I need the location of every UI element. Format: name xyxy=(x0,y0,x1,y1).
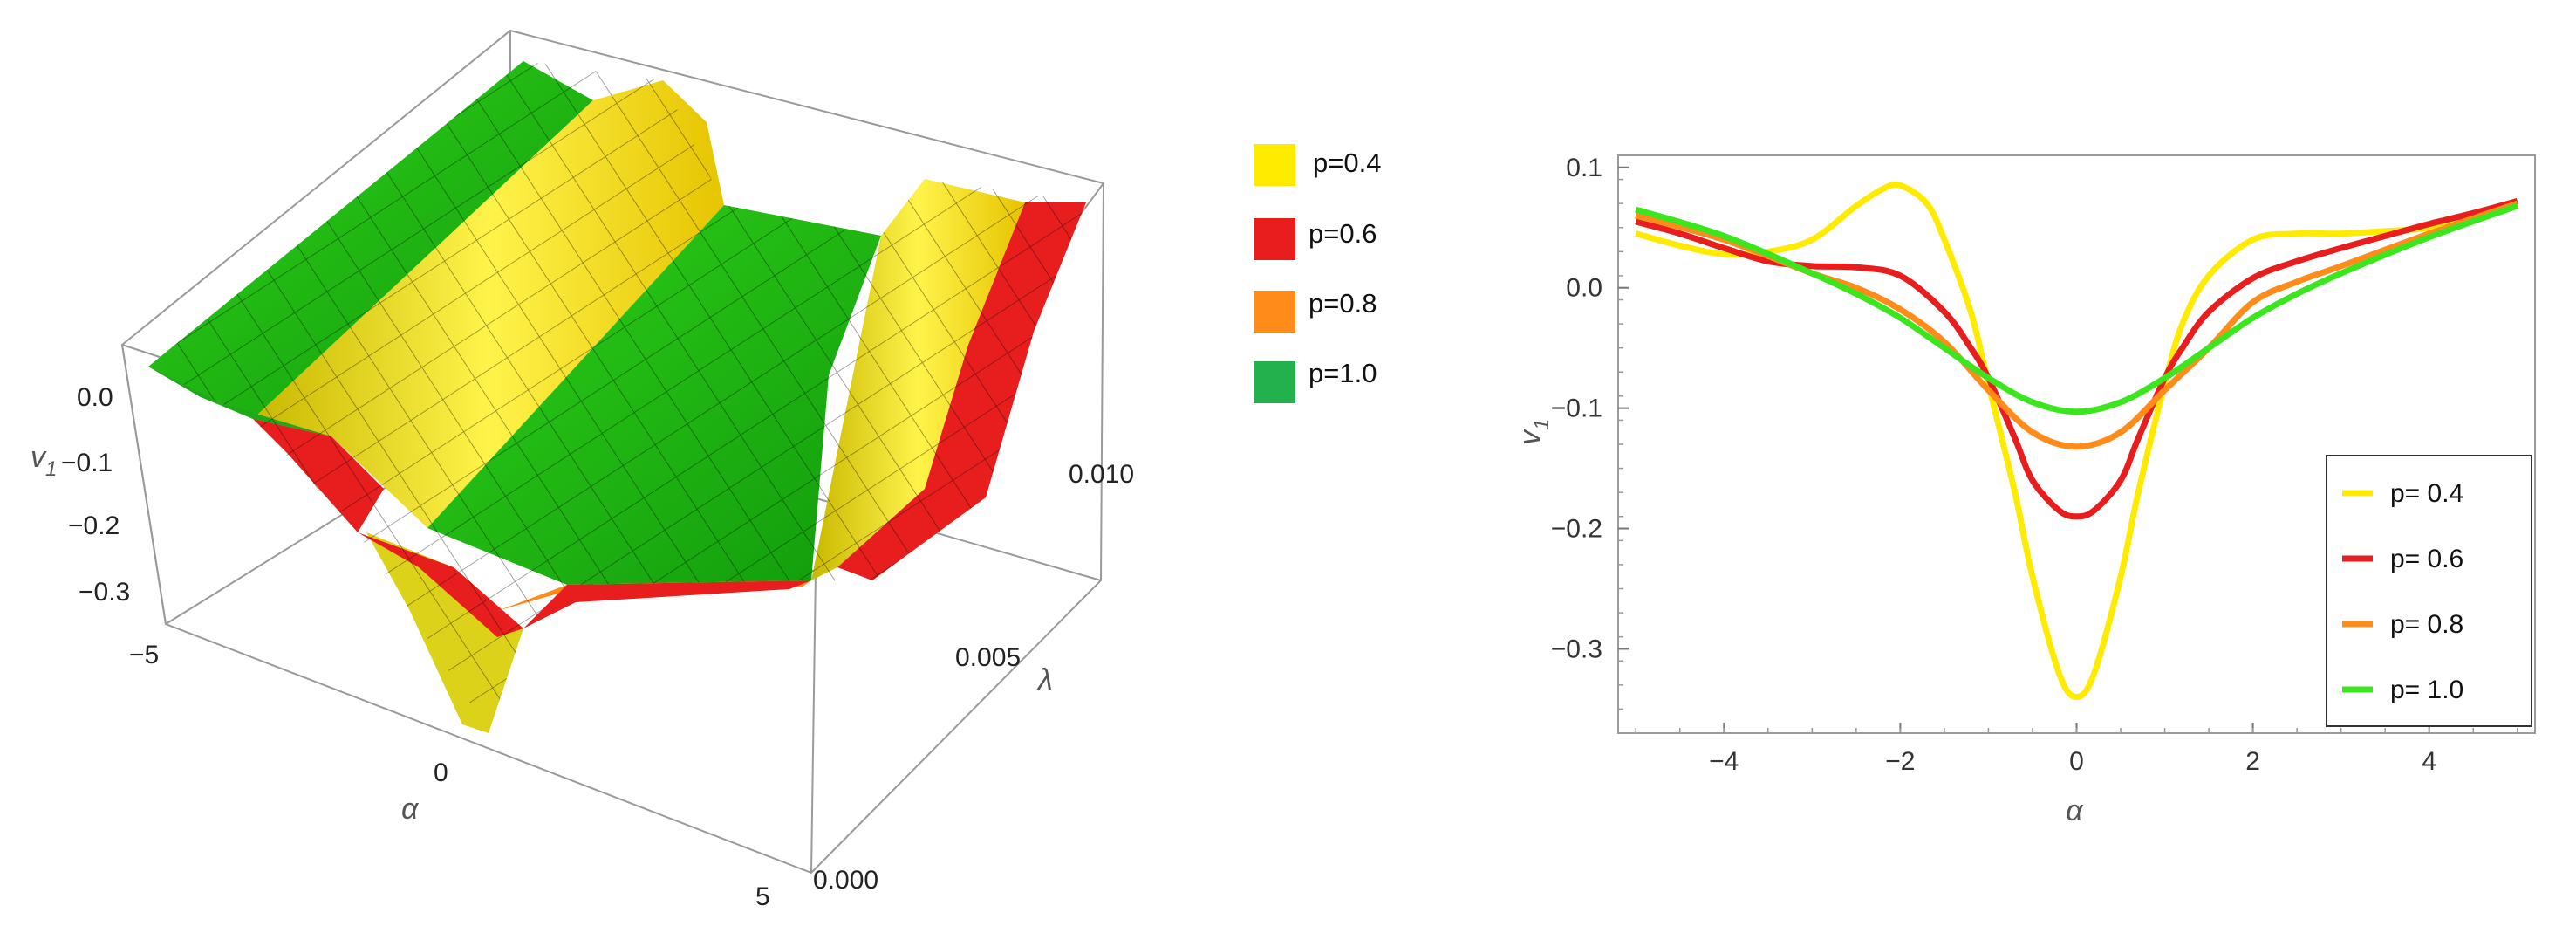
legend-label: p= 0.4 xyxy=(2390,479,2463,508)
legend-label: p= 0.8 xyxy=(2390,610,2463,639)
surface-3d-chart: 0.0 −0.1 −0.2 −0.3 v1 −5 0 5 α 0.000 0.0… xyxy=(31,29,1381,911)
x-tick-label: 2 xyxy=(2245,747,2260,776)
legend-label: p= 0.6 xyxy=(2390,545,2463,573)
legend-2d: p= 0.4 p= 0.6 p= 0.8 p= 1.0 xyxy=(2326,455,2532,727)
y-tick-label: −0.2 xyxy=(1551,515,1602,544)
x-tick-label: 5 xyxy=(755,882,770,911)
series-line xyxy=(1635,202,2518,415)
legend-3d: p=0.4 p=0.6 p=0.8 p=1.0 xyxy=(1254,144,1381,403)
surface xyxy=(148,61,1086,733)
z-tick-label: −0.1 xyxy=(61,449,113,477)
x-tick-label: −2 xyxy=(1885,747,1915,776)
legend-label: p=0.4 xyxy=(1313,148,1381,178)
y-tick-label: 0.1 xyxy=(1566,154,1602,182)
series-layer xyxy=(1635,181,2518,701)
legend-box xyxy=(2326,455,2532,727)
legend-item: p=0.6 xyxy=(1254,218,1377,260)
x-axis-label: α xyxy=(401,792,420,826)
legend-item: p=0.4 xyxy=(1254,144,1381,186)
y-tick-label: 0.000 xyxy=(813,866,878,895)
legend-swatch xyxy=(1254,144,1295,186)
legend-label: p=1.0 xyxy=(1308,358,1377,388)
y-tick-label: −0.1 xyxy=(1551,395,1602,423)
x-axis-label: α xyxy=(2066,794,2084,827)
x-tick-label: 0 xyxy=(434,758,448,787)
z-tick-label: 0.0 xyxy=(77,383,113,412)
z-axis: 0.0 −0.1 −0.2 −0.3 v1 xyxy=(31,383,130,607)
legend-swatch xyxy=(1254,361,1295,403)
series-line xyxy=(1635,198,2518,520)
legend-label: p= 1.0 xyxy=(2390,676,2463,704)
legend-label: p=0.6 xyxy=(1308,218,1377,249)
y-axis-label: λ xyxy=(1036,663,1053,696)
y-axis: 0.000 0.005 0.010 λ xyxy=(813,460,1134,895)
x-axis: −5 0 5 α xyxy=(129,641,770,911)
legend-label: p=0.8 xyxy=(1308,288,1377,319)
legend-item: p=0.8 xyxy=(1254,288,1377,333)
z-axis-label: v1 xyxy=(31,441,57,481)
line-chart: −4 −2 0 2 40.10.0−0.1−0.2−0.3 α v1 p= 0.4p= … xyxy=(1513,154,2536,827)
legend-swatch xyxy=(1254,218,1295,260)
legend-swatch xyxy=(1254,291,1295,333)
z-tick-label: −0.3 xyxy=(79,578,130,607)
x-tick-label: 0 xyxy=(2069,747,2084,776)
y-tick-label: 0.0 xyxy=(1566,274,1602,303)
y-tick-label: 0.005 xyxy=(955,643,1021,672)
surface-red-right xyxy=(523,580,811,628)
y-axis-label: v1 xyxy=(1513,419,1554,445)
y-tick-label: 0.010 xyxy=(1069,460,1134,489)
legend-item: p=1.0 xyxy=(1254,358,1377,403)
z-tick-label: −0.2 xyxy=(68,511,120,540)
series-line xyxy=(1635,181,2518,701)
x-tick-label: 4 xyxy=(2422,747,2436,776)
x-tick-label: −4 xyxy=(1709,747,1739,776)
tick-layer: −4 −2 0 2 4 0.1 0.0 −0.1 −0.2 −0.3 xyxy=(1551,154,2518,776)
x-tick-label: −5 xyxy=(129,641,159,669)
y-tick-label: −0.3 xyxy=(1551,635,1602,663)
